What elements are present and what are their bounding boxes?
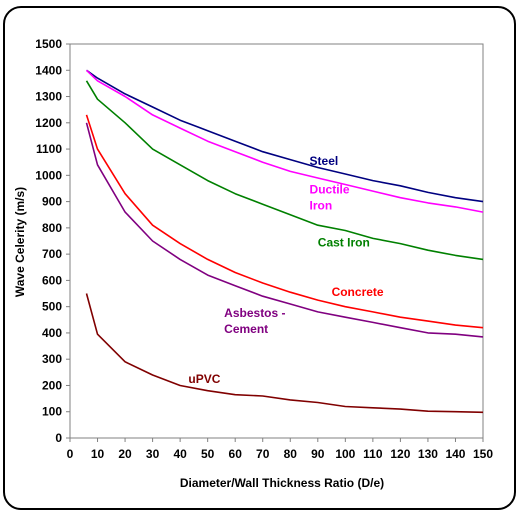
series-label-line: Steel	[310, 154, 339, 168]
series-layer	[85, 69, 484, 414]
y-tick-label: 1400	[35, 63, 62, 77]
series-label-upvc: uPVC	[188, 372, 220, 386]
y-tick-label: 700	[42, 247, 62, 261]
y-tick-label: 500	[42, 300, 62, 314]
y-tick-label: 1300	[35, 90, 62, 104]
series-line-cast-iron	[85, 80, 484, 261]
x-tick-label: 70	[256, 447, 270, 461]
series-label-line: Concrete	[332, 285, 384, 299]
x-tick-label: 20	[118, 447, 132, 461]
series-labels: Steel Ductile Iron Cast Iron Concrete Asbesto…	[188, 154, 384, 386]
y-tick-label: 800	[42, 221, 62, 235]
y-tick-label: 100	[42, 405, 62, 419]
series-label-line: Asbestos -	[224, 306, 285, 320]
series-label-line: Cement	[224, 322, 268, 336]
series-line-concrete	[85, 114, 484, 329]
y-tick-label: 400	[42, 326, 62, 340]
y-tick-label: 200	[42, 378, 62, 392]
x-tick-label: 120	[390, 447, 410, 461]
series-label-line: uPVC	[188, 372, 220, 386]
x-tick-label: 90	[311, 447, 325, 461]
x-tick-label: 80	[284, 447, 298, 461]
chart-frame	[3, 6, 516, 510]
x-tick-label: 140	[445, 447, 465, 461]
x-tick-label: 10	[91, 447, 105, 461]
x-tick-label: 30	[146, 447, 160, 461]
series-label-line: Cast Iron	[318, 235, 370, 249]
axes: 0100200300400500600700800900100011001200…	[35, 37, 493, 461]
y-tick-label: 600	[42, 273, 62, 287]
series-line-asbestos-cement	[85, 122, 484, 338]
y-tick-label: 0	[55, 431, 62, 445]
x-tick-label: 50	[201, 447, 215, 461]
x-tick-label: 150	[473, 447, 493, 461]
y-axis-title: Wave Celerity (m/s)	[13, 187, 27, 297]
series-label-asbestos-cement: Asbestos - Cement	[224, 306, 285, 336]
y-tick-label: 1100	[36, 142, 62, 156]
series-label-cast-iron: Cast Iron	[318, 235, 370, 249]
series-label-steel: Steel	[310, 154, 339, 168]
x-tick-label: 40	[173, 447, 187, 461]
series-label-concrete: Concrete	[332, 285, 384, 299]
x-tick-label: 100	[335, 447, 355, 461]
y-tick-label: 900	[42, 195, 62, 209]
series-label-line: Iron	[310, 199, 333, 213]
series-label-line: Ductile	[310, 183, 350, 197]
x-tick-label: 130	[418, 447, 438, 461]
x-tick-label: 0	[67, 447, 74, 461]
series-label-ductile-iron: Ductile Iron	[310, 183, 350, 213]
series-line-ductile-iron	[85, 69, 484, 213]
x-tick-label: 110	[363, 447, 383, 461]
y-tick-label: 300	[42, 352, 62, 366]
x-tick-label: 60	[229, 447, 243, 461]
series-line-upvc	[85, 293, 484, 414]
plot-area	[69, 43, 484, 439]
x-axis-title: Diameter/Wall Thickness Ratio (D/e)	[180, 476, 384, 490]
series-line-steel	[86, 69, 484, 203]
y-tick-label: 1000	[35, 168, 62, 182]
y-tick-label: 1200	[35, 116, 62, 130]
y-tick-label: 1500	[35, 37, 62, 51]
